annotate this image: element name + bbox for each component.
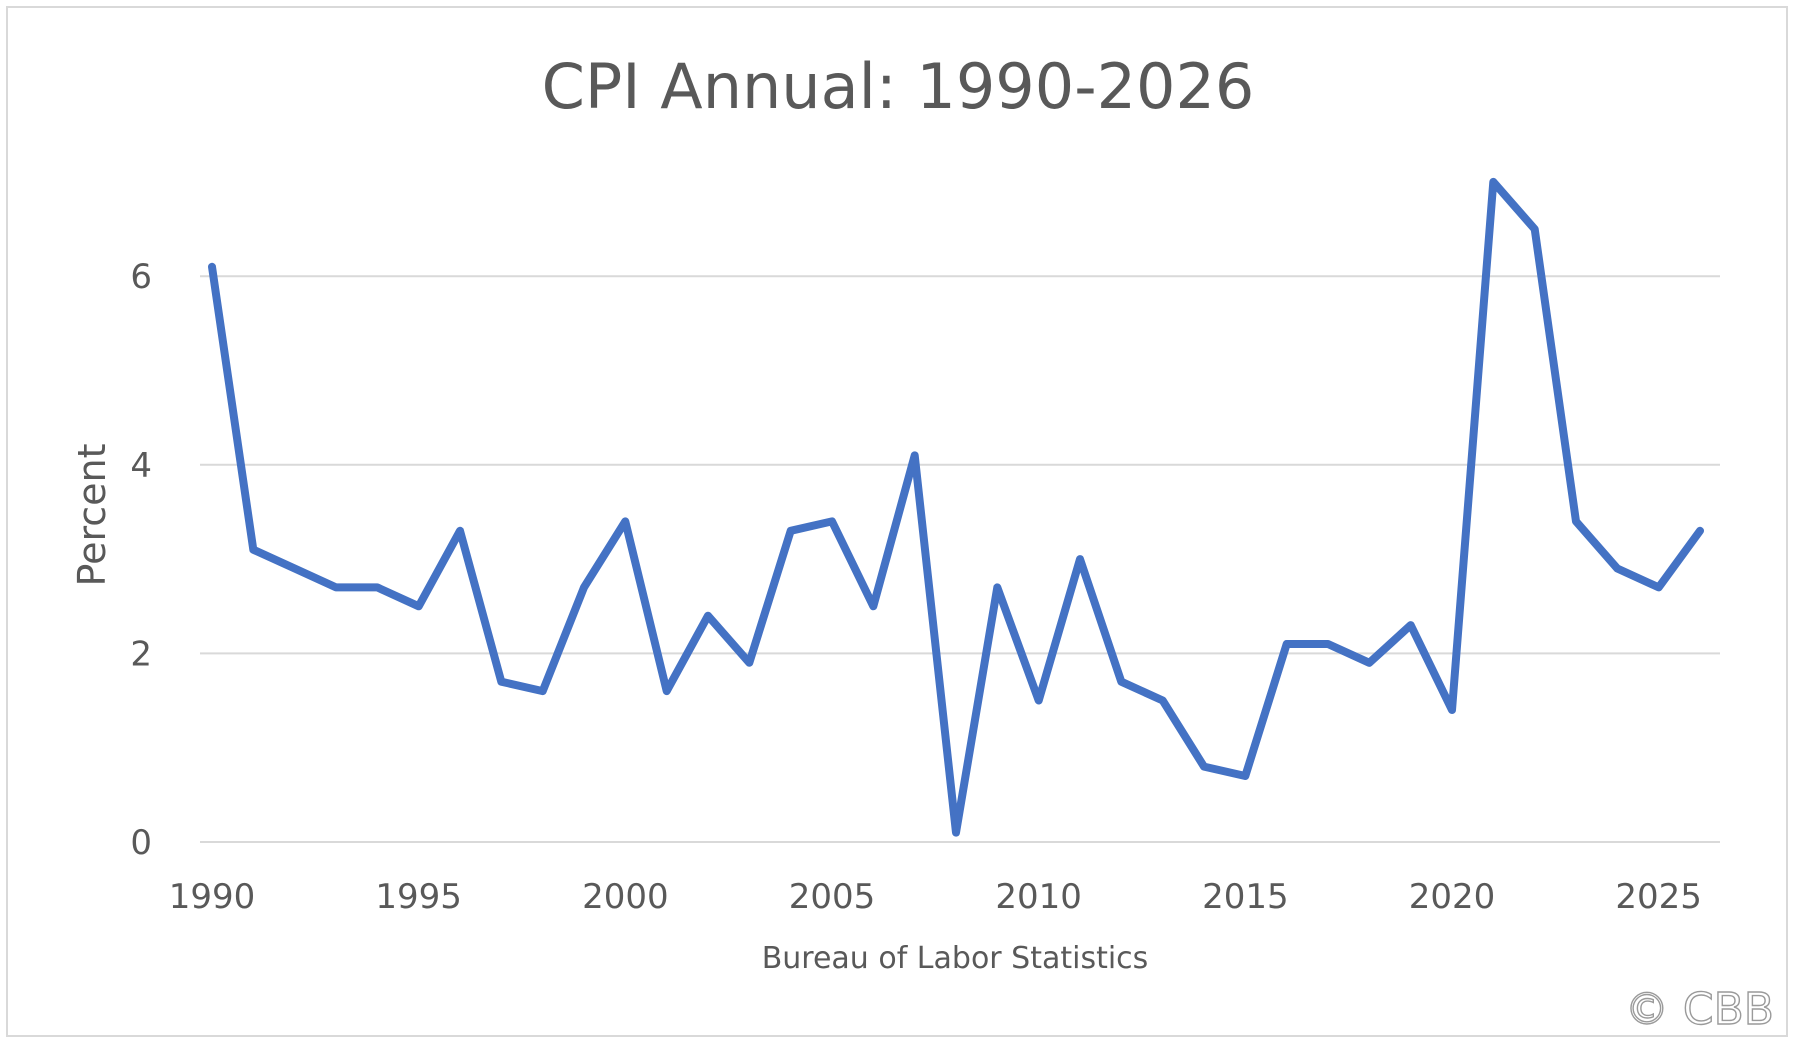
- x-tick-label-2000: 2000: [582, 877, 669, 917]
- cpi-series-line: [208, 177, 1704, 837]
- x-tick-label-2010: 2010: [995, 877, 1082, 917]
- x-axis-ticks: 1990 1995 2000 2005 2010 2015 2020 2025: [169, 877, 1702, 917]
- cpi-series-points: [211, 181, 1701, 833]
- y-tick-label-2: 2: [130, 634, 152, 674]
- gridlines: [200, 275, 1720, 843]
- x-tick-label-2015: 2015: [1202, 877, 1289, 917]
- x-tick-label-2025: 2025: [1615, 877, 1702, 917]
- y-tick-label-6: 6: [130, 257, 152, 297]
- y-tick-label-4: 4: [130, 446, 152, 486]
- y-axis-label: Percent: [70, 444, 114, 587]
- y-axis-ticks: 0 2 4 6: [130, 257, 152, 863]
- chart-title: CPI Annual: 1990-2026: [542, 50, 1255, 123]
- x-tick-label-2005: 2005: [789, 877, 876, 917]
- y-tick-label-0: 0: [130, 823, 152, 863]
- x-tick-label-1995: 1995: [375, 877, 462, 917]
- x-axis-label: Bureau of Labor Statistics: [762, 941, 1149, 976]
- x-tick-label-2020: 2020: [1409, 877, 1496, 917]
- watermark: © CBB: [1625, 984, 1774, 1035]
- x-tick-label-1990: 1990: [169, 877, 256, 917]
